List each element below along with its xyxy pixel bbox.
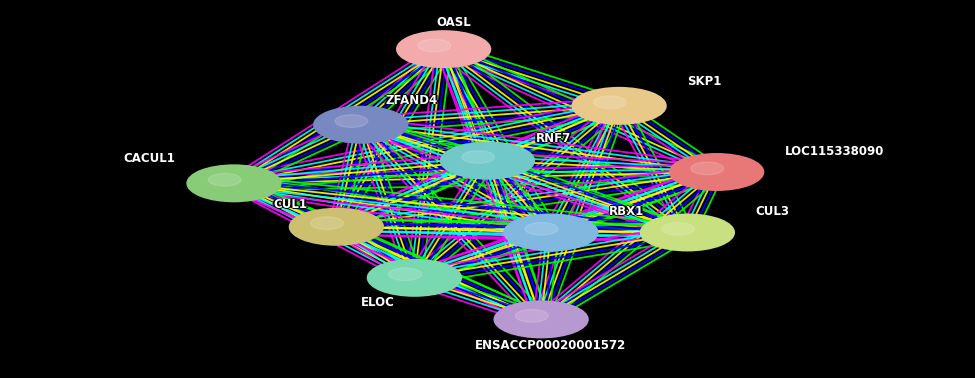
Text: OASL: OASL (434, 16, 469, 29)
Circle shape (368, 260, 461, 296)
Text: RBX1: RBX1 (607, 205, 643, 218)
Text: CUL1: CUL1 (273, 199, 307, 212)
Text: CACUL1: CACUL1 (124, 153, 176, 166)
Circle shape (594, 96, 626, 108)
Text: ENSACCP00020001572: ENSACCP00020001572 (475, 339, 627, 352)
Text: ELOC: ELOC (359, 296, 393, 309)
Circle shape (691, 162, 723, 175)
Circle shape (504, 214, 598, 251)
Circle shape (670, 154, 763, 190)
Text: RBX1: RBX1 (609, 205, 644, 218)
Circle shape (311, 217, 343, 229)
Text: LOC115338090: LOC115338090 (783, 145, 882, 158)
Text: ENSACCP00020001572: ENSACCP00020001572 (475, 340, 627, 353)
Text: ENSACCP00020001572: ENSACCP00020001572 (473, 339, 625, 352)
Text: CUL3: CUL3 (756, 204, 790, 217)
Circle shape (441, 143, 534, 179)
Text: CACUL1: CACUL1 (122, 152, 174, 165)
Circle shape (389, 268, 421, 280)
Circle shape (494, 301, 588, 338)
Text: RBX1: RBX1 (609, 204, 644, 217)
Circle shape (209, 174, 241, 186)
Text: RNF7: RNF7 (538, 132, 573, 145)
Text: OASL: OASL (436, 17, 471, 30)
Circle shape (462, 151, 494, 163)
Text: LOC115338090: LOC115338090 (787, 145, 886, 158)
Circle shape (314, 107, 408, 143)
Text: ENSACCP00020001572: ENSACCP00020001572 (477, 339, 629, 352)
Text: CACUL1: CACUL1 (124, 152, 176, 165)
Text: ELOC: ELOC (361, 296, 395, 309)
Circle shape (335, 115, 368, 127)
Text: RNF7: RNF7 (536, 132, 571, 144)
Text: ZFAND4: ZFAND4 (385, 94, 438, 107)
Circle shape (290, 209, 383, 245)
Text: OASL: OASL (438, 16, 473, 29)
Text: RNF7: RNF7 (536, 133, 571, 146)
Text: ELOC: ELOC (361, 297, 395, 310)
Text: CUL3: CUL3 (754, 205, 788, 218)
Text: CUL3: CUL3 (756, 205, 790, 218)
Circle shape (187, 165, 281, 201)
Text: RBX1: RBX1 (611, 205, 646, 218)
Text: CACUL1: CACUL1 (126, 152, 177, 165)
Circle shape (418, 39, 450, 52)
Text: ZFAND4: ZFAND4 (383, 94, 436, 107)
Text: CUL3: CUL3 (758, 205, 792, 218)
Text: CUL1: CUL1 (273, 198, 307, 211)
Circle shape (397, 31, 490, 67)
Text: SKP1: SKP1 (687, 75, 722, 88)
Text: OASL: OASL (436, 16, 471, 29)
Text: ZFAND4: ZFAND4 (385, 94, 438, 107)
Text: OASL: OASL (436, 15, 471, 28)
Text: ENSACCP00020001572: ENSACCP00020001572 (475, 339, 627, 352)
Text: CUL1: CUL1 (271, 198, 305, 211)
Circle shape (641, 214, 734, 251)
Text: RNF7: RNF7 (536, 132, 571, 145)
Text: ZFAND4: ZFAND4 (385, 93, 438, 106)
Text: ELOC: ELOC (363, 296, 397, 309)
Text: LOC115338090: LOC115338090 (785, 144, 884, 157)
Text: CUL1: CUL1 (275, 198, 309, 211)
Text: ELOC: ELOC (361, 295, 395, 308)
Circle shape (526, 223, 558, 235)
Circle shape (516, 310, 548, 322)
Text: RBX1: RBX1 (609, 206, 644, 219)
Text: SKP1: SKP1 (685, 75, 720, 88)
Text: ZFAND4: ZFAND4 (387, 94, 440, 107)
Text: SKP1: SKP1 (687, 74, 722, 87)
Text: CUL1: CUL1 (273, 198, 307, 211)
Circle shape (572, 88, 666, 124)
Circle shape (662, 223, 694, 235)
Text: LOC115338090: LOC115338090 (785, 146, 884, 158)
Text: RNF7: RNF7 (534, 132, 569, 145)
Text: CUL3: CUL3 (756, 206, 790, 219)
Text: LOC115338090: LOC115338090 (785, 145, 884, 158)
Text: SKP1: SKP1 (689, 75, 723, 88)
Text: SKP1: SKP1 (687, 76, 722, 88)
Text: CACUL1: CACUL1 (124, 152, 176, 164)
